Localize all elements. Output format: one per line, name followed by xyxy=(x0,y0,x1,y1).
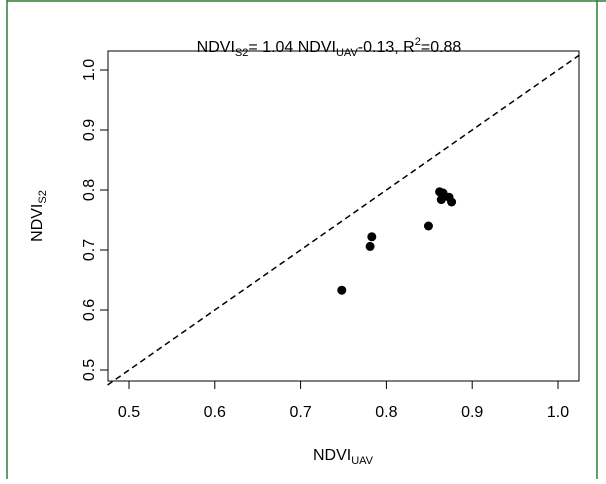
data-points xyxy=(337,187,457,295)
y-axis-label: NDVIS2 xyxy=(29,190,49,242)
x-label-base: NDVI xyxy=(313,447,351,464)
reference-line xyxy=(107,54,580,386)
data-point xyxy=(365,241,375,251)
data-point xyxy=(367,232,377,242)
title-part-sup: 2 xyxy=(415,36,421,48)
title-part-tail: =0.88 xyxy=(421,39,462,56)
title-part-mid: = 1.04 NDVI xyxy=(248,39,336,56)
data-point xyxy=(337,285,347,295)
title-part-mid2: -0.13, R xyxy=(358,39,415,56)
data-point xyxy=(436,195,446,205)
x-tick-label: 0.9 xyxy=(461,404,483,421)
x-tick-label: 0.7 xyxy=(289,404,311,421)
y-tick-label: 1.0 xyxy=(81,59,98,81)
plot-box xyxy=(107,50,580,382)
y-label-base: NDVI xyxy=(29,204,46,242)
data-point xyxy=(423,221,433,231)
x-label-sub: UAV xyxy=(351,455,373,467)
x-tick-label: 0.8 xyxy=(375,404,397,421)
chart-title: NDVIS2= 1.04 NDVIUAV-0.13, R2=0.88 xyxy=(197,36,462,59)
y-tick-label: 0.8 xyxy=(81,179,98,201)
x-axis: 0.5 0.6 0.7 0.8 0.9 1.0 xyxy=(118,380,569,421)
y-tick-label: 0.9 xyxy=(81,119,98,141)
y-tick-label: 0.5 xyxy=(81,359,98,381)
title-part-sub2: UAV xyxy=(336,47,358,59)
y-axis: 0.5 0.6 0.7 0.8 0.9 1.0 xyxy=(81,59,109,381)
data-point xyxy=(447,197,457,207)
title-part-base: NDVI xyxy=(197,39,235,56)
x-tick-label: 0.6 xyxy=(204,404,226,421)
x-tick-label: 1.0 xyxy=(547,404,569,421)
x-tick-label: 0.5 xyxy=(118,404,140,421)
y-tick-label: 0.7 xyxy=(81,239,98,261)
y-tick-label: 0.6 xyxy=(81,299,98,321)
y-label-sub: S2 xyxy=(37,190,49,203)
x-axis-label: NDVIUAV xyxy=(313,447,374,467)
title-part-sub: S2 xyxy=(235,47,248,59)
